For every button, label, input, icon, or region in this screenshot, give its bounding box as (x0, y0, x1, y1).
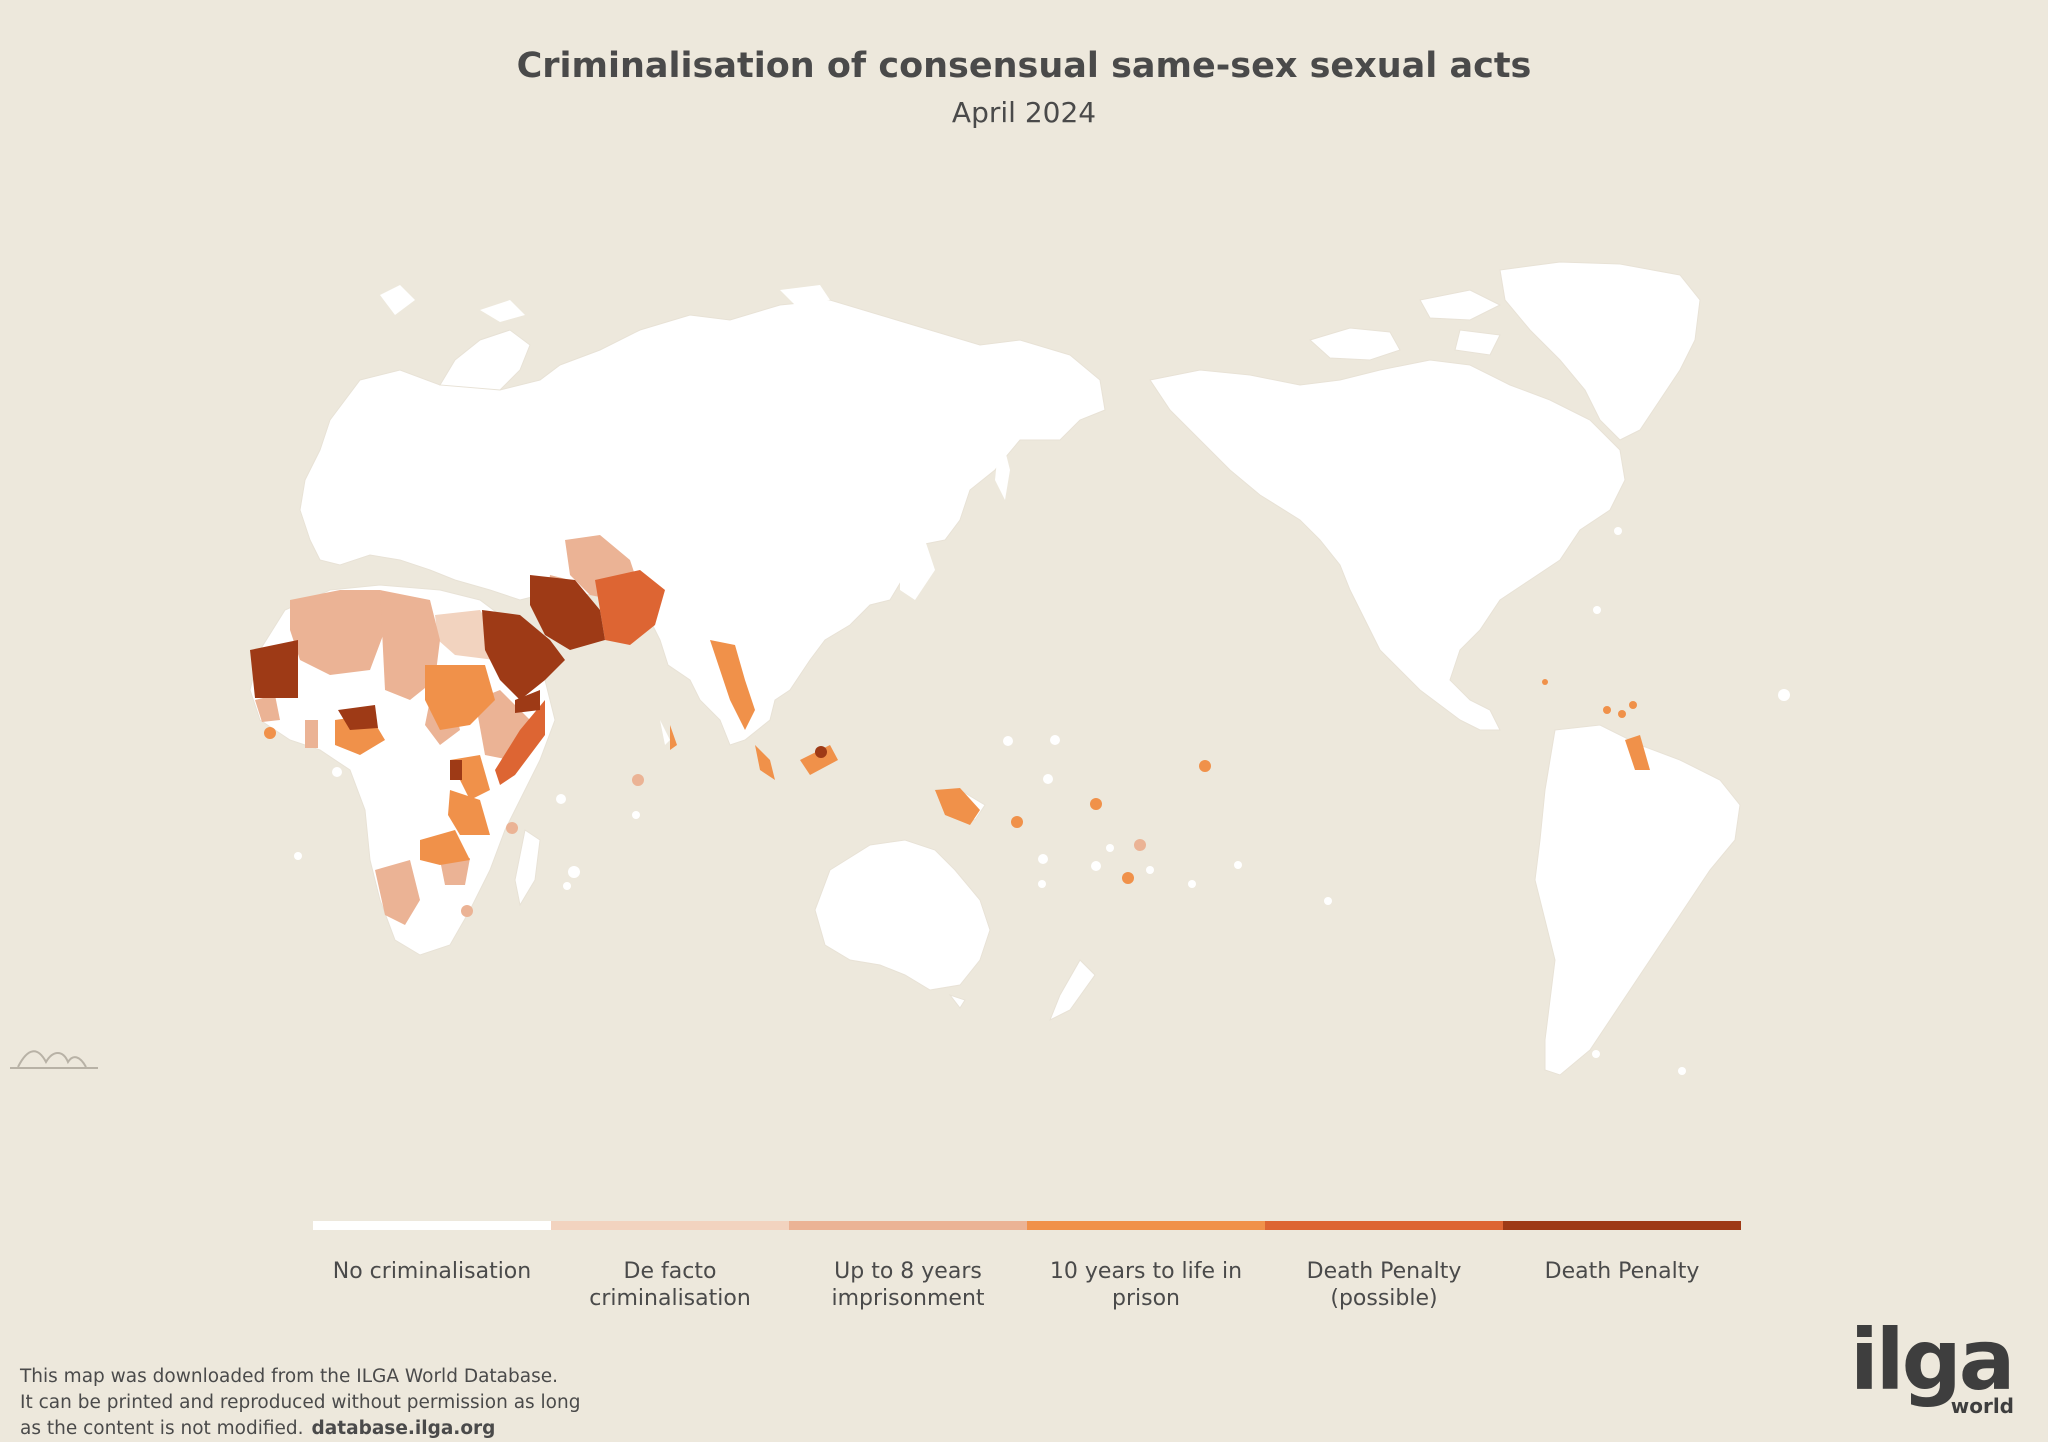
death-penalty-possible-countries (495, 570, 665, 785)
legend-label: De facto criminalisation (589, 1259, 751, 1311)
logo-wordmark: ilga (1850, 1311, 2015, 1409)
map-subtitle: April 2024 (951, 96, 1097, 129)
legend-item-de-facto: De facto criminalisation (551, 1221, 789, 1312)
footer-line: It can be printed and reproduced without… (20, 1392, 581, 1413)
land-south-america (1534, 724, 1741, 1076)
terrain-scale-icon (10, 1050, 98, 1069)
legend-swatch (1027, 1221, 1265, 1230)
legend-swatch (789, 1221, 1027, 1230)
legend-item-ten-years-to-life: 10 years to life in prison (1027, 1221, 1265, 1312)
footer-line-with-link: as the content is not modified. database.… (20, 1416, 580, 1442)
legend-swatch (551, 1221, 789, 1230)
map-title: Criminalisation of consensual same-sex s… (516, 46, 1532, 86)
death-penalty-countries (250, 575, 827, 780)
footer-line: as the content is not modified. (20, 1418, 304, 1439)
legend-label: Up to 8 years imprisonment (831, 1259, 985, 1311)
land-islands (294, 285, 1790, 1075)
legend-label: Death Penalty (possible) (1306, 1259, 1462, 1311)
land-north-america (1149, 261, 1701, 731)
legend-label: No criminalisation (332, 1259, 532, 1284)
footer-note: This map was downloaded from the ILGA Wo… (20, 1364, 580, 1442)
legend-swatch (1265, 1221, 1503, 1230)
land-australia (814, 789, 1096, 1022)
ilga-logo: ilga world (1850, 1318, 2020, 1418)
legend-item-up-to-8-years: Up to 8 years imprisonment (789, 1221, 1027, 1312)
world-map (249, 261, 1790, 1076)
land-eurasia (299, 299, 1106, 746)
logo-subtext: world (1950, 1394, 2014, 1418)
legend-item-no-criminalisation: No criminalisation (313, 1221, 551, 1312)
legend: No criminalisation De facto criminalisat… (313, 1221, 1741, 1312)
ten-years-to-life-countries (264, 640, 1650, 884)
database-link[interactable]: database.ilga.org (311, 1418, 496, 1439)
legend-label: Death Penalty (1544, 1259, 1700, 1284)
legend-item-death-penalty: Death Penalty (1503, 1221, 1741, 1312)
legend-item-death-penalty-possible: Death Penalty (possible) (1265, 1221, 1503, 1312)
legend-swatch (313, 1221, 551, 1230)
footer-line: This map was downloaded from the ILGA Wo… (20, 1366, 558, 1387)
legend-swatch (1503, 1221, 1741, 1230)
legend-label: 10 years to life in prison (1049, 1259, 1243, 1311)
